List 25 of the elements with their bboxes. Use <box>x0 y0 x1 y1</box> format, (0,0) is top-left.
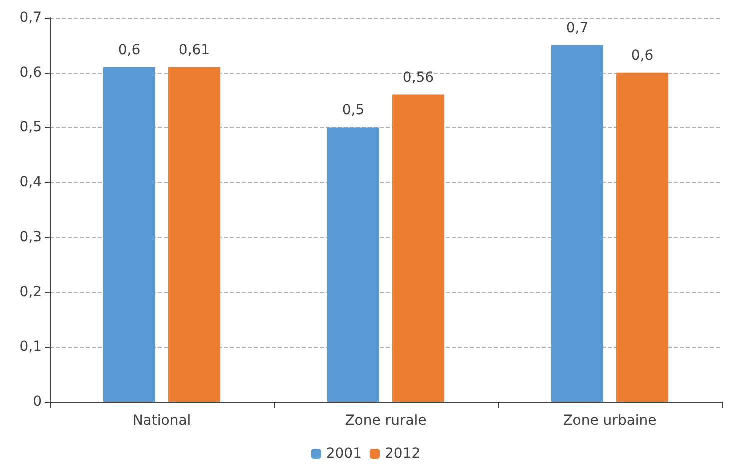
data-label: 0,6 <box>118 42 141 58</box>
data-label: 0,56 <box>402 70 434 86</box>
y-tick-label: 0,2 <box>20 284 42 300</box>
bar <box>328 128 380 402</box>
y-tick-label: 0,4 <box>20 174 42 191</box>
y-tick-label: 0 <box>33 394 42 410</box>
bar <box>392 94 444 402</box>
bar <box>104 67 156 402</box>
legend-label: 2012 <box>385 446 421 462</box>
y-tick-label: 0,7 <box>20 10 42 26</box>
data-label: 0,5 <box>342 102 365 119</box>
x-tick-label: Zone urbaine <box>563 413 657 429</box>
bar <box>168 67 220 402</box>
y-tick-label: 0,6 <box>20 64 42 81</box>
x-tick-label: National <box>132 413 192 429</box>
data-label: 0,7 <box>566 20 589 36</box>
legend-label: 2001 <box>326 446 362 462</box>
x-tick-label: Zone rurale <box>345 413 427 429</box>
data-label: 0,6 <box>631 48 654 64</box>
y-tick-label: 0,3 <box>20 229 42 246</box>
y-tick-label: 0,5 <box>20 120 42 136</box>
bar <box>552 45 604 402</box>
bar <box>616 72 668 402</box>
y-tick-label: 0,1 <box>20 339 42 356</box>
data-label: 0,61 <box>178 42 210 58</box>
